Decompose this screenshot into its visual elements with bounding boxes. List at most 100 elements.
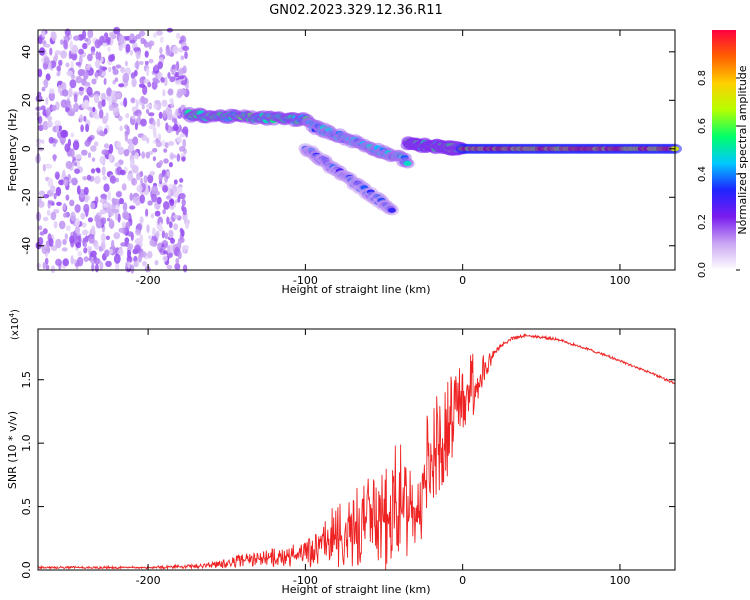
- spectral-blob: [152, 148, 158, 153]
- spectral-blob: [37, 236, 44, 246]
- spectral-blob: [56, 201, 62, 206]
- spectral-blob: [166, 252, 173, 258]
- spectral-blob: [81, 149, 88, 156]
- spectral-blob: [83, 241, 88, 248]
- spectral-blob: [55, 258, 62, 266]
- spectral-blob: [35, 95, 43, 103]
- spectral-blob: [44, 43, 51, 48]
- spectral-blob: [177, 240, 182, 249]
- spectral-blob: [43, 56, 50, 65]
- spectral-blob: [60, 50, 67, 59]
- spectral-blob: [67, 110, 75, 117]
- spectral-blob: [86, 174, 92, 181]
- spectral-blob: [58, 220, 66, 230]
- spectral-blob: [149, 170, 155, 176]
- spectral-blob: [99, 261, 104, 271]
- spectral-blob: [149, 239, 155, 247]
- spectral-blob: [71, 52, 78, 61]
- spectral-blob: [143, 175, 148, 184]
- spectral-blob: [81, 222, 87, 228]
- spectral-blob: [152, 156, 156, 162]
- spectral-blob: [68, 87, 73, 98]
- spectral-blob: [94, 242, 99, 250]
- spectral-blob: [125, 113, 130, 119]
- spectral-blob: [84, 99, 90, 108]
- spectral-blob: [70, 148, 75, 159]
- spectral-blob: [130, 264, 135, 274]
- spectral-blob: [126, 125, 130, 136]
- spectral-blob: [160, 77, 165, 83]
- spectral-blob: [101, 99, 106, 107]
- spectral-blob: [139, 76, 145, 85]
- spectral-blob: [112, 106, 120, 117]
- spectral-blob: [107, 217, 111, 222]
- spectral-blob: [94, 176, 101, 184]
- spectral-blob: [129, 192, 133, 201]
- spectral-blob: [146, 137, 150, 144]
- spectral-blob: [44, 257, 49, 265]
- spectrogram-y-axis-label: Frequency (Hz): [6, 109, 19, 192]
- spectral-blob: [168, 162, 173, 168]
- spectral-blob: [148, 235, 153, 240]
- spectral-blob: [156, 196, 162, 205]
- spectral-blob: [100, 209, 105, 215]
- spectral-blob: [54, 120, 61, 127]
- y-tick-label: 0: [20, 145, 33, 152]
- spectral-blob: [164, 232, 169, 240]
- spectral-blob: [36, 262, 41, 269]
- spectral-blob: [41, 139, 45, 144]
- spectral-blob: [107, 46, 111, 52]
- spectral-blob: [94, 214, 101, 223]
- spectral-blob: [93, 114, 100, 120]
- spectral-blob: [87, 106, 93, 111]
- spectral-blob: [38, 196, 42, 204]
- spectral-blob: [115, 262, 120, 271]
- spectral-blob: [53, 138, 58, 144]
- spectral-blob: [79, 114, 84, 123]
- x-tick-label: 0: [459, 274, 466, 287]
- spectral-blob: [94, 39, 101, 49]
- spectral-blob: [55, 186, 62, 197]
- spectral-blob: [147, 81, 152, 88]
- spectral-blob: [167, 187, 171, 198]
- spectral-blob: [115, 92, 122, 99]
- spectral-blob: [136, 172, 141, 181]
- spectral-blob: [118, 83, 125, 88]
- spectral-blob: [74, 218, 80, 228]
- spectral-blob: [69, 40, 73, 51]
- spectral-blob: [60, 82, 66, 90]
- spectral-blob: [105, 235, 110, 240]
- spectral-blob: [62, 89, 69, 97]
- spectral-blob: [139, 194, 145, 204]
- spectral-blob: [91, 157, 96, 162]
- colorbar-tick-label: 0.4: [697, 166, 708, 182]
- spectral-blob: [122, 202, 128, 212]
- spectral-blob: [173, 223, 179, 231]
- spectral-blob: [50, 244, 58, 252]
- spectral-blob: [87, 29, 94, 39]
- spectral-blob: [80, 124, 84, 133]
- spectral-blob: [161, 140, 166, 147]
- spectrogram-x-axis-label: Height of straight line (km): [281, 283, 430, 296]
- spectral-blob: [86, 86, 93, 96]
- spectral-blob: [170, 154, 177, 159]
- spectral-blob: [140, 177, 143, 185]
- spectral-blob: [80, 212, 86, 220]
- spectral-blob: [101, 149, 109, 156]
- spectral-blob: [65, 225, 71, 232]
- spectral-blob: [115, 191, 122, 198]
- spectral-blob: [139, 216, 144, 224]
- spectral-blob: [130, 158, 135, 167]
- spectral-blob: [98, 109, 104, 119]
- spectral-blob: [38, 190, 46, 196]
- spectral-blob: [88, 234, 95, 244]
- spectral-blob: [111, 197, 116, 204]
- spectral-blob: [83, 85, 88, 92]
- spectral-blob: [155, 230, 160, 239]
- spectral-blob: [181, 198, 186, 207]
- spectral-blob: [163, 148, 168, 153]
- spectral-blob: [162, 185, 169, 193]
- spectral-blob: [83, 186, 89, 196]
- spectral-blob: [135, 200, 140, 206]
- spectral-blob: [182, 264, 188, 273]
